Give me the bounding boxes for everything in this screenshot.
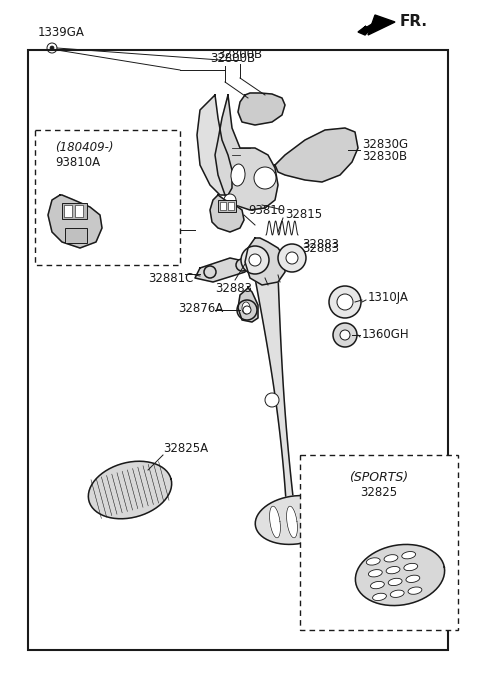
Bar bbox=[64, 205, 72, 217]
Circle shape bbox=[278, 244, 306, 272]
Text: 32800B: 32800B bbox=[217, 48, 263, 61]
Text: (SPORTS): (SPORTS) bbox=[349, 470, 408, 483]
Bar bbox=[218, 200, 236, 212]
FancyBboxPatch shape bbox=[300, 455, 458, 630]
Ellipse shape bbox=[369, 569, 382, 577]
Bar bbox=[75, 205, 83, 217]
Ellipse shape bbox=[242, 302, 250, 314]
Text: 32881C: 32881C bbox=[148, 271, 193, 285]
Text: 32876A: 32876A bbox=[178, 302, 223, 314]
Circle shape bbox=[249, 254, 261, 266]
Text: 32825: 32825 bbox=[360, 487, 397, 499]
Circle shape bbox=[241, 246, 269, 274]
Text: (180409-): (180409-) bbox=[55, 141, 113, 155]
Ellipse shape bbox=[386, 567, 400, 574]
Circle shape bbox=[243, 306, 251, 314]
Polygon shape bbox=[358, 18, 387, 35]
Ellipse shape bbox=[390, 590, 404, 598]
Polygon shape bbox=[238, 93, 285, 125]
Text: 93810A: 93810A bbox=[55, 155, 100, 168]
Text: FR.: FR. bbox=[400, 15, 428, 30]
Text: 1310JA: 1310JA bbox=[368, 291, 409, 304]
Circle shape bbox=[204, 266, 216, 278]
Polygon shape bbox=[197, 95, 232, 195]
Text: 32830G: 32830G bbox=[362, 139, 408, 151]
Circle shape bbox=[265, 393, 279, 407]
Text: 32883: 32883 bbox=[302, 242, 339, 254]
Ellipse shape bbox=[402, 552, 416, 559]
Bar bbox=[28, 50, 448, 650]
Circle shape bbox=[340, 330, 350, 340]
Text: 32825A: 32825A bbox=[163, 441, 208, 454]
Polygon shape bbox=[287, 506, 298, 538]
Polygon shape bbox=[255, 275, 294, 508]
Polygon shape bbox=[368, 15, 395, 35]
Circle shape bbox=[254, 167, 276, 189]
Text: 32815: 32815 bbox=[285, 209, 322, 221]
Circle shape bbox=[236, 259, 248, 271]
Ellipse shape bbox=[404, 563, 418, 571]
Polygon shape bbox=[355, 544, 444, 606]
Circle shape bbox=[224, 194, 236, 206]
Ellipse shape bbox=[231, 164, 245, 186]
Ellipse shape bbox=[406, 575, 420, 582]
Bar bbox=[62, 203, 87, 219]
Polygon shape bbox=[48, 195, 102, 248]
Text: 32883: 32883 bbox=[302, 238, 339, 252]
Ellipse shape bbox=[366, 558, 380, 565]
Text: 32800B: 32800B bbox=[210, 52, 255, 65]
Circle shape bbox=[329, 286, 361, 318]
Circle shape bbox=[50, 46, 54, 50]
Polygon shape bbox=[88, 461, 172, 519]
Bar bbox=[228, 202, 234, 210]
Text: 32883: 32883 bbox=[215, 281, 252, 295]
Polygon shape bbox=[303, 506, 314, 538]
Ellipse shape bbox=[371, 581, 384, 589]
Polygon shape bbox=[238, 288, 258, 322]
Bar bbox=[220, 202, 226, 210]
Text: 93810: 93810 bbox=[248, 203, 285, 217]
Polygon shape bbox=[215, 95, 278, 210]
Ellipse shape bbox=[384, 555, 398, 562]
Text: 32830B: 32830B bbox=[362, 151, 407, 164]
Ellipse shape bbox=[372, 593, 386, 600]
Polygon shape bbox=[255, 495, 335, 544]
Polygon shape bbox=[210, 195, 244, 232]
Polygon shape bbox=[245, 238, 285, 285]
Circle shape bbox=[286, 252, 298, 264]
Ellipse shape bbox=[408, 587, 422, 594]
Circle shape bbox=[333, 323, 357, 347]
FancyBboxPatch shape bbox=[35, 130, 180, 265]
Bar bbox=[65, 228, 87, 243]
Text: 1339GA: 1339GA bbox=[38, 26, 85, 40]
Polygon shape bbox=[275, 128, 358, 182]
Text: 1360GH: 1360GH bbox=[362, 328, 409, 341]
Polygon shape bbox=[195, 258, 248, 282]
Ellipse shape bbox=[388, 578, 402, 586]
Polygon shape bbox=[270, 506, 280, 538]
Circle shape bbox=[337, 294, 353, 310]
